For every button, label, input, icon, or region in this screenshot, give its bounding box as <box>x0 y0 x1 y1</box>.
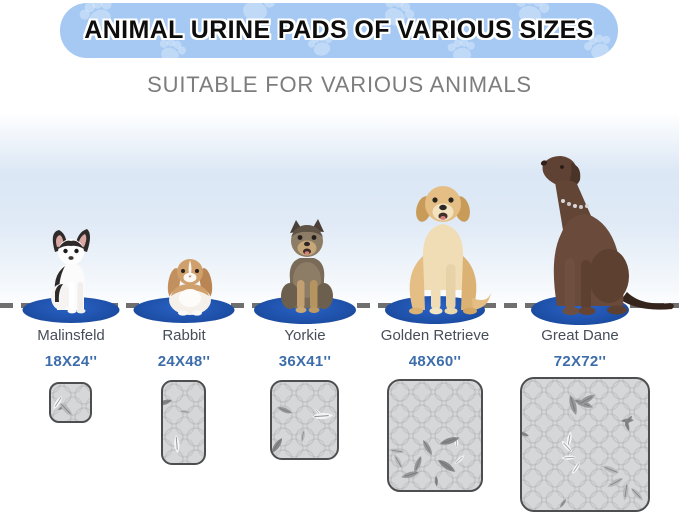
page-subtitle: SUITABLE FOR VARIOUS ANIMALS <box>147 72 532 97</box>
chihuahua-illustration <box>51 229 90 314</box>
animal-column-yorkie: Yorkie 36X41'' <box>225 0 385 515</box>
yorkie-illustration <box>281 219 333 313</box>
leaf-pattern-icon <box>163 396 191 454</box>
urine-pad-72x72 <box>520 377 650 512</box>
pad-size-label: 72X72'' <box>553 353 607 370</box>
page-title: ANIMAL URINE PADS OF VARIOUS SIZES <box>84 16 594 44</box>
animal-name-label: Golden Retrieve <box>380 327 490 344</box>
urine-pad-18x24 <box>49 382 92 423</box>
golden-retriever-illustration <box>409 186 491 315</box>
animal-name-label: Yorkie <box>284 327 326 344</box>
animal-column-malinsfeld: Malinsfeld 18X24'' <box>0 0 151 515</box>
animal-column-golden-retriever: Golden Retrieve 48X60'' <box>355 0 515 515</box>
title-banner: ANIMAL URINE PADS OF VARIOUS SIZES <box>60 3 618 58</box>
great-dane-illustration <box>540 156 674 315</box>
pad-size-label: 24X48'' <box>157 353 211 370</box>
urine-pad-36x41 <box>270 380 339 460</box>
leaf-pattern-icon <box>522 392 644 508</box>
pad-size-label: 18X24'' <box>44 353 98 370</box>
leaf-pattern-icon <box>51 395 74 420</box>
rabbit-illustration <box>167 259 213 316</box>
animal-column-great-dane: Great Dane 72X72'' <box>500 0 674 515</box>
animal-name-label: Malinsfeld <box>37 327 105 344</box>
urine-pad-48x60 <box>387 379 483 492</box>
leaf-pattern-icon <box>272 401 334 454</box>
pad-size-label: 36X41'' <box>278 353 332 370</box>
animal-name-label: Rabbit <box>162 327 206 344</box>
pad-size-label: 48X60'' <box>408 353 462 370</box>
animal-column-rabbit: Rabbit 24X48'' <box>104 0 264 515</box>
leaf-pattern-icon <box>389 433 467 487</box>
urine-pad-24x48 <box>161 380 206 465</box>
animal-name-label: Great Dane <box>541 327 619 344</box>
